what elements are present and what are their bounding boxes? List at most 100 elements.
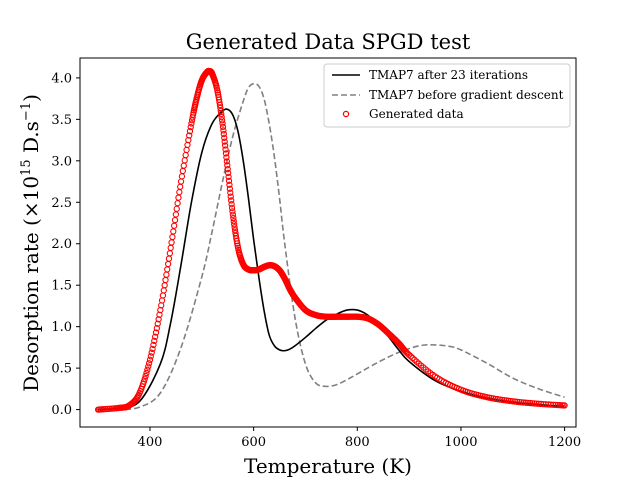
- legend-label-after: TMAP7 after 23 iterations: [369, 68, 528, 82]
- data-point: [151, 337, 158, 345]
- data-point: [218, 117, 226, 124]
- data-point: [188, 120, 195, 127]
- data-point: [168, 239, 175, 246]
- data-point: [172, 211, 180, 218]
- series-generated-data-markers: [94, 67, 568, 413]
- data-point: [511, 398, 519, 405]
- data-point: [552, 401, 559, 409]
- data-point: [145, 363, 152, 370]
- data-point: [171, 216, 179, 224]
- data-point: [535, 400, 542, 407]
- data-point: [231, 224, 238, 231]
- data-point: [219, 123, 227, 131]
- data-point: [223, 158, 230, 165]
- data-point: [516, 398, 523, 406]
- data-point: [228, 201, 235, 208]
- data-point: [167, 244, 174, 252]
- data-point: [405, 351, 413, 359]
- data-point: [221, 134, 228, 141]
- x-tick-label: 1000: [444, 435, 477, 450]
- data-point: [102, 405, 109, 413]
- x-axis-ticks: 400 600 800 1000 1200: [138, 427, 581, 450]
- y-tick-label: 0.0: [51, 403, 72, 418]
- legend-label-generated: Generated data: [369, 107, 464, 121]
- data-point: [187, 124, 194, 131]
- y-axis-ticks: 0.0 0.5 1.0 1.5 2.0 2.5 3.0 3.5 4.0: [51, 71, 80, 418]
- data-point: [529, 400, 536, 407]
- data-point: [149, 345, 156, 352]
- data-point: [227, 193, 234, 200]
- legend-swatch-marker: [342, 110, 350, 118]
- series-line-before-gradient-descent: [98, 82, 565, 411]
- data-point: [509, 398, 516, 405]
- data-point: [164, 260, 172, 268]
- data-point: [150, 341, 157, 349]
- data-point: [229, 208, 236, 215]
- data-point: [143, 369, 150, 377]
- data-point: [161, 282, 168, 289]
- data-point: [142, 372, 149, 380]
- data-point: [177, 178, 185, 185]
- data-point: [228, 204, 236, 211]
- data-point: [173, 205, 180, 212]
- data-point: [227, 189, 234, 196]
- data-point: [145, 360, 153, 367]
- y-axis-label-prefix: Desorption rate (×10: [19, 176, 43, 392]
- data-point: [186, 128, 194, 135]
- data-point: [159, 292, 167, 299]
- data-point: [171, 222, 178, 229]
- data-point: [223, 154, 230, 161]
- data-point: [219, 120, 226, 127]
- data-point: [144, 366, 151, 373]
- data-point: [222, 150, 230, 157]
- data-point: [221, 138, 228, 145]
- data-point: [186, 132, 193, 139]
- data-point: [160, 287, 167, 294]
- data-point: [217, 107, 224, 115]
- data-point: [163, 271, 170, 278]
- data-point: [170, 228, 177, 235]
- data-point: [158, 297, 166, 304]
- data-point: [181, 157, 188, 164]
- data-point: [174, 200, 181, 207]
- series-layer: [94, 67, 568, 413]
- data-point: [522, 399, 529, 406]
- data-point: [220, 127, 227, 134]
- data-point: [218, 113, 225, 121]
- data-point: [222, 146, 229, 153]
- data-point: [216, 101, 224, 109]
- y-tick-label: 2.5: [51, 196, 72, 211]
- y-tick-label: 3.5: [51, 113, 72, 128]
- data-point: [220, 130, 227, 138]
- data-point: [147, 353, 154, 360]
- x-tick-label: 800: [345, 435, 370, 450]
- series-line-after-iterations: [98, 108, 565, 411]
- data-point: [226, 185, 234, 192]
- data-point: [230, 218, 237, 225]
- y-axis-label-units-exponent: −1: [19, 102, 34, 121]
- chart-title: Generated Data SPGD test: [186, 30, 471, 54]
- data-point: [513, 398, 521, 405]
- data-point: [224, 162, 231, 169]
- data-point: [164, 266, 171, 273]
- data-point: [141, 375, 148, 382]
- y-tick-label: 0.5: [51, 362, 72, 377]
- data-point: [106, 405, 114, 412]
- x-tick-label: 1200: [548, 435, 581, 450]
- data-point: [104, 405, 112, 413]
- data-point: [140, 378, 148, 385]
- y-tick-label: 4.0: [51, 71, 72, 86]
- plot-frame: [79, 57, 577, 428]
- data-point: [162, 276, 169, 284]
- legend-box: [323, 63, 571, 128]
- data-point: [531, 400, 538, 407]
- y-tick-label: 3.0: [51, 154, 72, 169]
- legend: TMAP7 after 23 iterations TMAP7 before g…: [323, 63, 571, 128]
- data-point: [151, 333, 159, 340]
- y-axis-label: Desorption rate (×1015 D.s−1): [19, 94, 43, 392]
- data-point: [178, 173, 186, 180]
- data-point: [224, 165, 231, 173]
- data-point: [225, 177, 233, 184]
- data-point: [520, 399, 527, 406]
